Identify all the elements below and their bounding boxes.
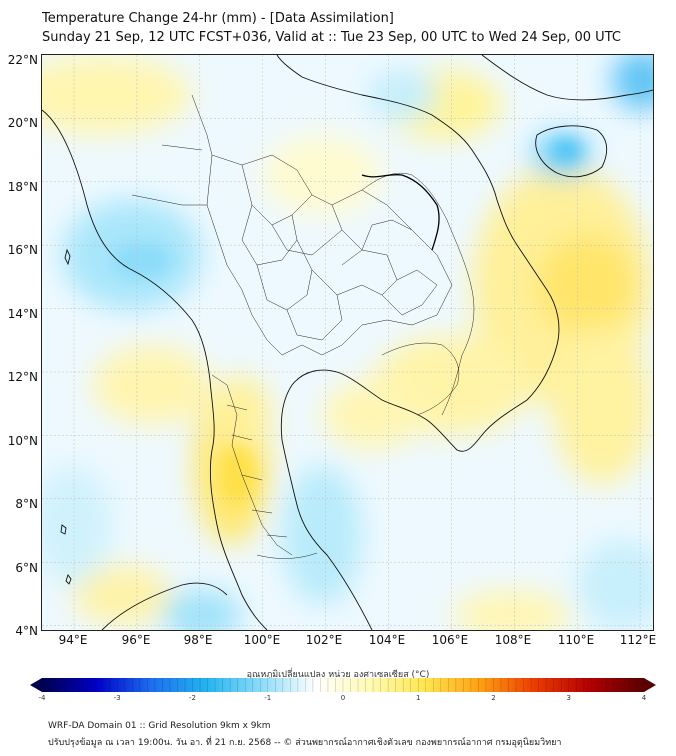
colorbar <box>30 678 656 692</box>
colorbar-tick-label: 3 <box>566 694 571 702</box>
colorbar-max-arrow <box>644 678 656 692</box>
lon-label-96: 96°E <box>121 633 151 647</box>
lon-label-112: 112°E <box>619 633 657 647</box>
lon-label-94: 94°E <box>58 633 88 647</box>
lon-label-106: 106°E <box>431 633 469 647</box>
colorbar-tick-label: -1 <box>264 694 272 702</box>
admin-boundaries <box>131 94 475 559</box>
lat-label-20: 20°N <box>7 116 38 130</box>
lat-label-6: 6°N <box>15 561 38 575</box>
colorbar-tick-label: 2 <box>491 694 496 702</box>
colorbar-min-arrow <box>30 678 42 692</box>
lon-label-102: 102°E <box>305 633 343 647</box>
lat-label-4: 4°N <box>15 624 38 638</box>
colorbar-tick-label: 1 <box>416 694 421 702</box>
lon-label-100: 100°E <box>243 633 281 647</box>
lon-label-108: 108°E <box>494 633 532 647</box>
country-borders <box>361 173 440 251</box>
colorbar-tick-label: -4 <box>38 694 46 702</box>
lat-label-22: 22°N <box>7 53 38 67</box>
colorbar-tick-label: 0 <box>340 694 346 702</box>
temperature-change-map <box>42 55 653 630</box>
lat-label-10: 10°N <box>7 434 38 448</box>
lat-label-18: 18°N <box>7 180 38 194</box>
lat-label-14: 14°N <box>7 307 38 321</box>
map-panel <box>41 54 654 631</box>
coastlines <box>42 55 653 630</box>
lon-label-98: 98°E <box>183 633 213 647</box>
map-subtitle: Sunday 21 Sep, 12 UTC FCST+036, Valid at… <box>42 30 621 45</box>
graticule <box>42 55 653 630</box>
lat-label-12: 12°N <box>7 370 38 384</box>
map-title: Temperature Change 24-hr (mm) - [Data As… <box>42 11 394 26</box>
colorbar-gradient <box>42 678 644 692</box>
lon-label-104: 104°E <box>368 633 406 647</box>
lat-label-16: 16°N <box>7 243 38 257</box>
footer-model-info: WRF-DA Domain 01 :: Grid Resolution 9km … <box>48 721 271 731</box>
colorbar-tick-label: -3 <box>113 694 121 702</box>
footer-credit: ปรับปรุงข้อมูล ณ เวลา 19:00น. วัน อา. ที… <box>48 738 562 748</box>
colorbar-tick-label: -2 <box>189 694 196 702</box>
lon-label-110: 110°E <box>557 633 595 647</box>
colorbar-title: อุณหภูมิเปลี่ยนแปลง หน่วย องศาเซลเซียส (… <box>246 670 430 680</box>
colorbar-tick-label: 4 <box>641 694 647 702</box>
lat-label-8: 8°N <box>15 497 38 511</box>
